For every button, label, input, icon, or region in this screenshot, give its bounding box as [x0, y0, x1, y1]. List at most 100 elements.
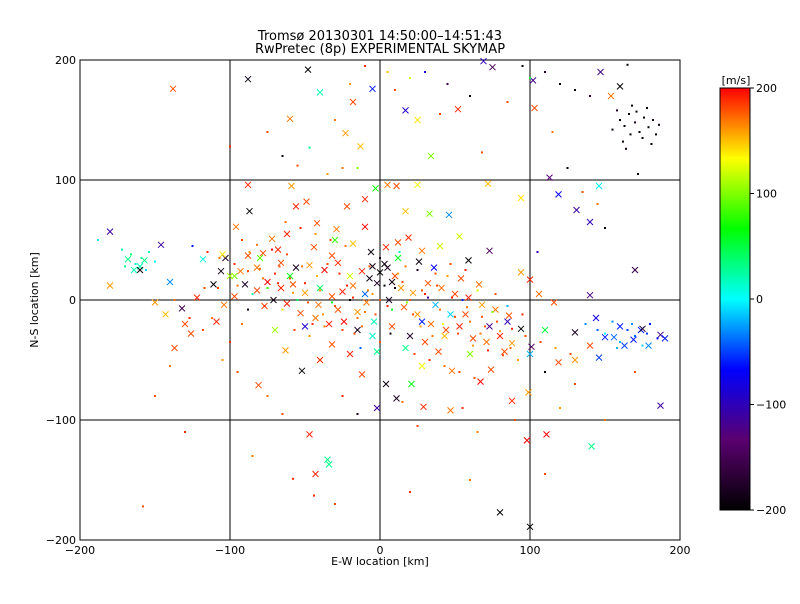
- data-point-cross: [316, 284, 324, 292]
- data-point-dot: [449, 263, 452, 265]
- data-point-dot: [389, 332, 392, 335]
- data-point-dot: [551, 131, 554, 133]
- data-point-dot: [469, 320, 471, 323]
- data-point-cross: [271, 326, 279, 334]
- data-point-cross: [325, 320, 333, 328]
- data-point-dot: [341, 329, 344, 331]
- x-tick-label: 200: [670, 544, 691, 557]
- data-point-dot: [221, 359, 224, 361]
- data-point-cross: [162, 311, 169, 318]
- data-point-cross: [213, 318, 220, 325]
- data-point-dot: [638, 131, 641, 133]
- data-point-cross: [358, 371, 366, 378]
- data-point-dot: [184, 431, 186, 433]
- data-point-dot: [299, 227, 302, 229]
- data-point-cross: [210, 281, 217, 288]
- data-point-dot: [499, 330, 501, 333]
- data-point-dot: [229, 145, 231, 148]
- data-point-dot: [646, 107, 648, 109]
- data-point-cross: [486, 323, 493, 330]
- data-point-cross: [354, 326, 361, 334]
- data-point-dot: [256, 243, 258, 246]
- data-point-cross: [588, 443, 595, 450]
- data-point-cross: [597, 68, 604, 76]
- data-point-dot: [206, 251, 209, 253]
- data-point-cross: [361, 195, 369, 203]
- data-point-dot: [281, 413, 284, 415]
- data-point-cross: [286, 272, 294, 280]
- data-point-dot: [289, 277, 291, 280]
- data-point-dot: [479, 332, 482, 335]
- data-point-cross: [505, 312, 513, 319]
- data-point-dot: [476, 289, 479, 292]
- data-point-cross: [496, 509, 504, 516]
- data-point-cross: [595, 182, 603, 190]
- data-point-cross: [171, 344, 178, 352]
- data-point-cross: [409, 289, 417, 297]
- data-point-cross: [393, 395, 400, 402]
- data-point-cross: [340, 318, 348, 325]
- data-point-dot: [604, 227, 606, 229]
- data-point-cross: [316, 89, 324, 96]
- data-point-cross: [571, 329, 579, 336]
- y-axis-label: N-S location [km]: [28, 252, 41, 348]
- data-point-cross: [325, 461, 333, 468]
- data-point-cross: [217, 267, 225, 275]
- data-point-dot: [97, 239, 99, 241]
- data-point-cross: [373, 348, 381, 355]
- data-point-cross: [282, 347, 289, 354]
- data-point-dot: [383, 284, 386, 287]
- data-point-dot: [337, 308, 339, 311]
- data-point-cross: [424, 279, 432, 287]
- data-point-dot: [611, 320, 614, 323]
- data-point-cross: [304, 66, 312, 73]
- data-point-dot: [559, 83, 561, 85]
- data-point-cross: [343, 203, 351, 210]
- data-point-cross: [418, 247, 426, 255]
- data-point-dot: [308, 335, 311, 337]
- colorbar-tick-label: 0: [756, 293, 763, 306]
- data-point-cross: [244, 252, 252, 259]
- data-point-cross: [370, 318, 378, 325]
- data-point-cross: [244, 75, 252, 83]
- data-point-cross: [427, 152, 435, 160]
- data-point-dot: [211, 317, 213, 319]
- data-point-dot: [353, 332, 356, 335]
- data-point-cross: [555, 359, 562, 366]
- data-point-dot: [584, 323, 587, 325]
- data-point-cross: [402, 344, 409, 352]
- colorbar-title: [m/s]: [722, 74, 751, 87]
- data-point-cross: [508, 397, 516, 405]
- data-point-cross: [546, 174, 553, 181]
- data-point-cross: [526, 523, 534, 531]
- data-point-dot: [379, 299, 381, 301]
- data-point-cross: [517, 194, 525, 202]
- data-point-dot: [641, 137, 644, 139]
- data-point-cross: [586, 291, 594, 299]
- data-point-dot: [634, 121, 636, 124]
- data-point-dot: [637, 173, 639, 175]
- data-point-dot: [314, 233, 317, 235]
- data-point-cross: [237, 267, 244, 275]
- data-point-cross: [414, 181, 421, 189]
- data-point-cross: [321, 266, 328, 274]
- data-point-dot: [286, 253, 288, 256]
- data-point-dot: [356, 167, 359, 169]
- chart-subtitle: RwPretec (8p) EXPERIMENTAL SKYMAP: [255, 42, 505, 57]
- data-point-cross: [528, 343, 535, 351]
- data-point-dot: [217, 287, 219, 289]
- data-point-dot: [361, 325, 363, 328]
- data-point-cross: [334, 259, 342, 267]
- data-point-cross: [246, 207, 253, 215]
- data-point-dot: [559, 407, 561, 409]
- data-point-cross: [592, 314, 600, 322]
- data-point-cross: [349, 98, 357, 106]
- data-point-dot: [446, 83, 449, 85]
- data-point-cross: [480, 57, 487, 65]
- data-point-dot: [406, 301, 408, 304]
- data-point-dot: [611, 128, 614, 131]
- data-point-dot: [616, 109, 618, 112]
- data-point-dot: [236, 284, 239, 287]
